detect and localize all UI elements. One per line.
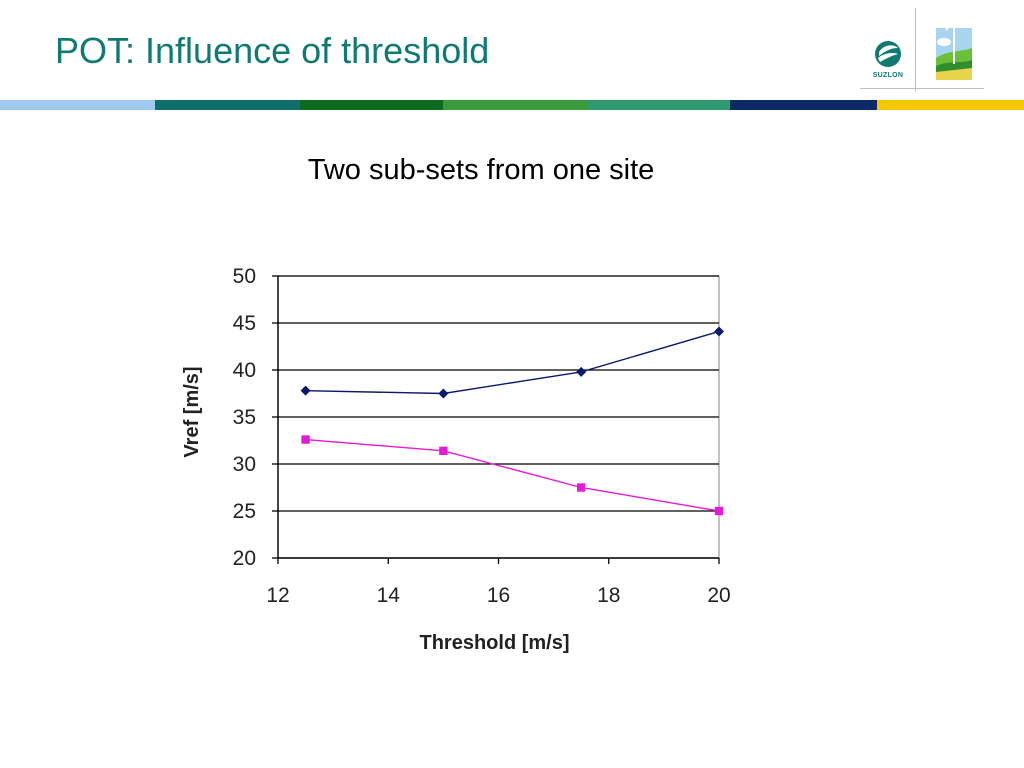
stripe-segment xyxy=(877,100,1024,110)
data-point xyxy=(301,435,310,444)
tick-labels: 20 25 30 35 40 45 50 12 14 16 18 20 xyxy=(233,265,731,607)
series-line-1 xyxy=(305,330,720,395)
x-axis-label: Threshold [m/s] xyxy=(419,632,569,654)
data-point xyxy=(439,446,448,456)
stripe-segment xyxy=(443,100,588,110)
slide-title: POT: Influence of threshold xyxy=(55,30,490,71)
data-point xyxy=(714,506,724,516)
y-axis-label: Vref [m/s] xyxy=(181,366,203,457)
logo-divider xyxy=(915,8,916,92)
y-tick-label: 35 xyxy=(233,406,256,429)
y-tick-label: 45 xyxy=(233,312,256,335)
y-tick-label: 40 xyxy=(233,359,256,382)
series-layer xyxy=(300,326,724,516)
x-tick-label: 18 xyxy=(597,584,620,607)
suzlon-emblem-icon xyxy=(875,41,901,67)
data-point xyxy=(714,326,724,337)
slide-subtitle: Two sub-sets from one site xyxy=(307,154,655,186)
data-point xyxy=(576,483,586,492)
header-color-stripe xyxy=(0,100,1024,110)
data-point xyxy=(438,388,449,399)
suzlon-logo: SUZLON xyxy=(860,8,984,92)
logo-underline xyxy=(860,88,984,89)
grid-lines xyxy=(272,275,720,564)
x-tick-label: 12 xyxy=(266,584,289,607)
data-point xyxy=(576,366,587,377)
y-tick-label: 20 xyxy=(233,547,256,570)
stripe-segment xyxy=(0,100,155,110)
line-chart: 20 25 30 35 40 45 50 12 14 16 18 20 Threshold [m/s]… xyxy=(181,265,731,654)
series-line-2 xyxy=(305,438,720,512)
stripe-segment xyxy=(588,100,730,110)
y-tick-label: 50 xyxy=(233,265,256,288)
data-point xyxy=(300,385,311,396)
x-tick-label: 20 xyxy=(707,584,730,607)
wind-turbine-icon xyxy=(936,8,972,80)
logo-text: SUZLON xyxy=(872,72,904,79)
y-tick-label: 30 xyxy=(233,453,256,476)
stripe-segment xyxy=(155,100,300,110)
x-tick-label: 14 xyxy=(377,584,401,607)
stripe-segment xyxy=(300,100,443,110)
y-tick-label: 25 xyxy=(233,500,256,523)
stripe-segment xyxy=(730,100,877,110)
x-tick-label: 16 xyxy=(487,584,510,607)
